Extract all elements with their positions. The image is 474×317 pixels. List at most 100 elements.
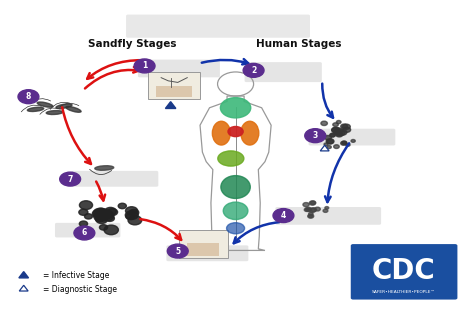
FancyBboxPatch shape	[275, 207, 381, 225]
Text: 7: 7	[67, 175, 73, 184]
Circle shape	[343, 127, 351, 132]
Circle shape	[107, 209, 118, 216]
Circle shape	[105, 207, 116, 215]
Ellipse shape	[46, 111, 63, 114]
Text: 4: 4	[281, 211, 286, 220]
Ellipse shape	[95, 166, 114, 170]
Circle shape	[335, 128, 343, 133]
Circle shape	[332, 127, 339, 133]
Circle shape	[309, 215, 313, 217]
Circle shape	[337, 120, 341, 124]
Circle shape	[105, 216, 114, 221]
Text: = Diagnostic Stage: = Diagnostic Stage	[43, 285, 117, 294]
FancyBboxPatch shape	[55, 223, 120, 237]
Circle shape	[338, 131, 345, 135]
FancyBboxPatch shape	[179, 230, 228, 258]
Text: Human Stages: Human Stages	[256, 39, 341, 49]
Circle shape	[95, 217, 103, 222]
Circle shape	[220, 98, 251, 118]
Circle shape	[128, 216, 142, 225]
FancyBboxPatch shape	[138, 60, 220, 77]
Circle shape	[94, 211, 109, 221]
Text: 8: 8	[26, 92, 31, 101]
Circle shape	[325, 207, 328, 209]
Circle shape	[341, 141, 346, 145]
Text: SAFER•HEALTHIER•PEOPLE™: SAFER•HEALTHIER•PEOPLE™	[372, 290, 436, 294]
Circle shape	[102, 211, 112, 218]
Circle shape	[307, 208, 311, 211]
Circle shape	[338, 130, 347, 135]
Text: 1: 1	[142, 61, 147, 70]
Circle shape	[310, 208, 316, 212]
Text: CDC: CDC	[372, 257, 436, 285]
FancyBboxPatch shape	[351, 244, 457, 300]
Circle shape	[99, 210, 112, 218]
Circle shape	[79, 221, 88, 227]
Circle shape	[321, 121, 328, 126]
Circle shape	[333, 129, 341, 134]
Circle shape	[84, 214, 92, 219]
Polygon shape	[19, 272, 28, 278]
Circle shape	[305, 129, 326, 143]
Text: 5: 5	[175, 247, 180, 256]
Circle shape	[327, 139, 333, 144]
Circle shape	[18, 90, 39, 104]
Circle shape	[60, 172, 81, 186]
Circle shape	[243, 63, 264, 77]
Circle shape	[98, 211, 109, 219]
Circle shape	[125, 211, 138, 219]
Circle shape	[79, 209, 88, 215]
Text: 2: 2	[251, 66, 256, 75]
Circle shape	[321, 133, 326, 136]
Circle shape	[228, 126, 243, 137]
Ellipse shape	[27, 107, 44, 112]
Circle shape	[99, 211, 114, 221]
Circle shape	[315, 207, 320, 211]
Circle shape	[126, 214, 135, 220]
FancyBboxPatch shape	[245, 62, 322, 82]
Circle shape	[330, 133, 336, 137]
Circle shape	[310, 201, 316, 204]
Circle shape	[327, 146, 331, 149]
Circle shape	[311, 208, 317, 212]
Circle shape	[346, 143, 350, 146]
Ellipse shape	[223, 202, 248, 220]
Circle shape	[323, 209, 328, 212]
Circle shape	[309, 201, 316, 205]
Circle shape	[273, 209, 294, 223]
FancyBboxPatch shape	[166, 245, 248, 261]
Circle shape	[97, 210, 111, 219]
Circle shape	[304, 208, 309, 211]
Ellipse shape	[37, 102, 53, 107]
Circle shape	[336, 132, 342, 136]
Circle shape	[325, 135, 331, 140]
Ellipse shape	[227, 223, 245, 234]
Circle shape	[343, 124, 350, 129]
Circle shape	[336, 132, 343, 137]
Circle shape	[98, 214, 107, 220]
Circle shape	[333, 123, 338, 126]
Text: 3: 3	[312, 131, 318, 140]
Circle shape	[332, 127, 340, 133]
Circle shape	[92, 210, 105, 218]
Circle shape	[126, 207, 137, 215]
Circle shape	[330, 134, 335, 137]
Circle shape	[341, 124, 347, 129]
Circle shape	[100, 225, 108, 230]
Text: = Infective Stage: = Infective Stage	[43, 271, 109, 280]
Ellipse shape	[241, 121, 259, 145]
Circle shape	[326, 139, 334, 144]
Circle shape	[95, 208, 107, 216]
Ellipse shape	[218, 151, 244, 166]
FancyBboxPatch shape	[148, 72, 200, 99]
Circle shape	[314, 132, 319, 135]
Circle shape	[99, 215, 107, 220]
Text: 6: 6	[82, 229, 87, 237]
FancyBboxPatch shape	[72, 171, 158, 187]
Circle shape	[96, 216, 108, 223]
Circle shape	[93, 208, 107, 217]
Circle shape	[303, 203, 309, 207]
FancyBboxPatch shape	[309, 129, 395, 146]
Text: Sandfly Stages: Sandfly Stages	[89, 39, 177, 49]
FancyBboxPatch shape	[156, 86, 192, 97]
